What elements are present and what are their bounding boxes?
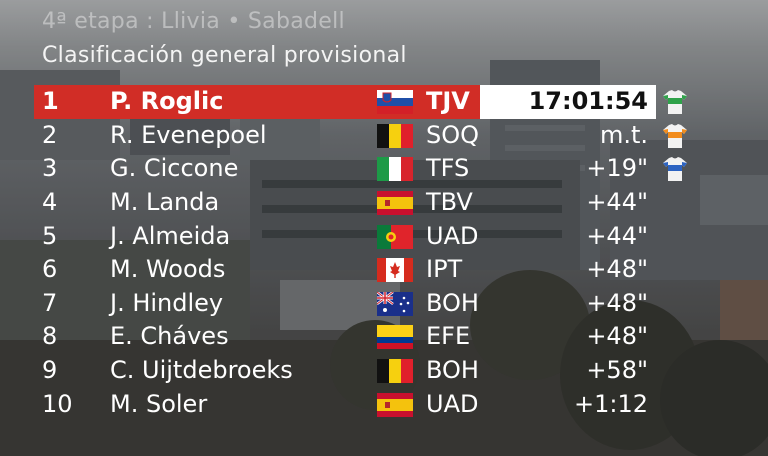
rank: 6 — [42, 255, 58, 283]
white-orange-jersey-icon — [662, 123, 688, 149]
spain-flag-icon — [377, 393, 413, 417]
rank: 1 — [42, 87, 59, 115]
gc-time: +44" — [586, 222, 648, 250]
stage-title: 4ª etapa : Llivia • Sabadell — [42, 9, 345, 34]
gc-time: +19" — [586, 154, 648, 182]
rank: 2 — [42, 121, 58, 149]
rider-name: M. Woods — [110, 255, 226, 283]
spain-flag-icon — [377, 191, 413, 215]
rider-name: E. Cháves — [110, 322, 229, 350]
rider-name: R. Evenepoel — [110, 121, 267, 149]
rank: 7 — [42, 289, 58, 317]
team-code: TJV — [426, 87, 470, 115]
canada-flag-icon — [377, 258, 413, 282]
australia-flag-icon — [377, 292, 413, 316]
team-code: IPT — [426, 255, 463, 283]
gc-time: +58" — [586, 356, 648, 384]
belgium-flag-icon — [377, 359, 413, 383]
belgium-flag-icon — [377, 124, 413, 148]
standings-row: 4 M. Landa TBV +44" — [0, 186, 768, 220]
rider-name: M. Soler — [110, 390, 208, 418]
standings-row: 3 G. Ciccone TFS +19" — [0, 152, 768, 186]
team-code: BOH — [426, 356, 479, 384]
rank: 5 — [42, 222, 58, 250]
standings-row: 10 M. Soler UAD +1:12 — [0, 388, 768, 422]
gc-time: +48" — [586, 322, 648, 350]
gc-time: +44" — [586, 188, 648, 216]
white-green-jersey-icon — [662, 89, 688, 115]
rank: 9 — [42, 356, 58, 384]
rider-name: M. Landa — [110, 188, 220, 216]
rider-name: J. Almeida — [110, 222, 231, 250]
leader-highlight-bar — [34, 85, 480, 119]
portugal-flag-icon — [377, 225, 413, 249]
standings-row: 2 R. Evenepoel SOQ m.t. — [0, 119, 768, 153]
team-code: SOQ — [426, 121, 480, 149]
standings-row: 6 M. Woods IPT +48" — [0, 253, 768, 287]
classification-title: Clasificación general provisional — [42, 43, 407, 68]
colombia-flag-icon — [377, 325, 413, 349]
standings-row: 8 E. Cháves EFE +48" — [0, 320, 768, 354]
leader-time-box — [480, 85, 656, 119]
gc-time: +48" — [586, 289, 648, 317]
team-code: TBV — [426, 188, 473, 216]
rider-name: J. Hindley — [110, 289, 224, 317]
italy-flag-icon — [377, 157, 413, 181]
slovenia-flag-icon — [377, 90, 413, 114]
standings-row: 9 C. Uijtdebroeks BOH +58" — [0, 354, 768, 388]
standings-row: 1 P. Roglic TJV 17:01:54 — [0, 85, 768, 119]
gc-time: +1:12 — [573, 390, 648, 418]
rank: 4 — [42, 188, 58, 216]
gc-time: 17:01:54 — [528, 87, 648, 115]
rider-name: C. Uijtdebroeks — [110, 356, 293, 384]
team-code: TFS — [426, 154, 470, 182]
gc-time: m.t. — [599, 121, 648, 149]
standings-row: 5 J. Almeida UAD +44" — [0, 220, 768, 254]
rank: 10 — [42, 390, 73, 418]
rank: 3 — [42, 154, 58, 182]
rider-name: P. Roglic — [110, 87, 224, 115]
white-blue-jersey-icon — [662, 156, 688, 182]
team-code: UAD — [426, 222, 479, 250]
team-code: UAD — [426, 390, 479, 418]
gc-time: +48" — [586, 255, 648, 283]
rider-name: G. Ciccone — [110, 154, 239, 182]
standings-row: 7 J. Hindley BOH +48" — [0, 287, 768, 321]
rank: 8 — [42, 322, 58, 350]
team-code: EFE — [426, 322, 471, 350]
team-code: BOH — [426, 289, 479, 317]
